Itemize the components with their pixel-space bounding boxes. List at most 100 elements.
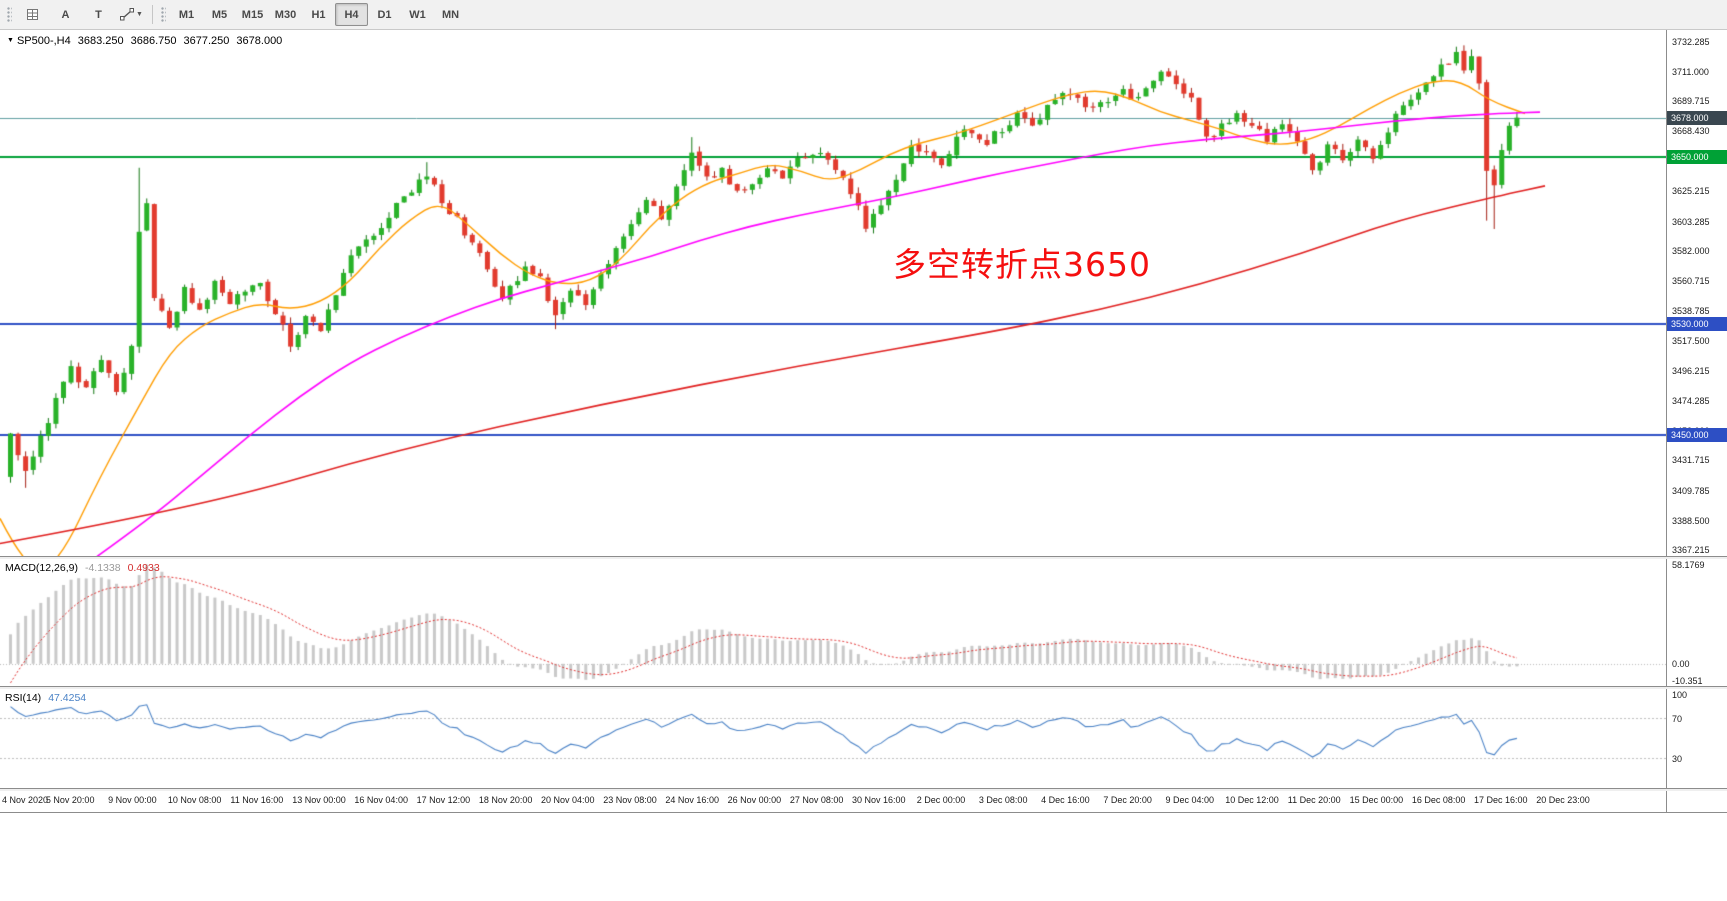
timeframe-button-m15[interactable]: M15 xyxy=(241,8,264,21)
macd-axis-label: 58.1769 xyxy=(1672,559,1705,570)
price-axis-label: 3517.500 xyxy=(1672,336,1710,346)
timeframe-button-w1[interactable]: W1 xyxy=(409,8,426,21)
rsi-panel-canvas[interactable] xyxy=(0,688,1666,788)
macd-name: MACD(12,26,9) xyxy=(5,562,78,574)
price-axis-label: 3668.430 xyxy=(1672,125,1710,136)
price-tag: 3650.000 xyxy=(1667,149,1727,164)
time-axis-label: 5 Nov 20:00 xyxy=(45,795,95,805)
price-tag: 3678.000 xyxy=(1667,110,1727,125)
time-axis-label: 17 Nov 12:00 xyxy=(416,795,471,805)
time-axis-label: 20 Dec 23:00 xyxy=(1536,795,1590,805)
time-axis-label: 7 Dec 20:00 xyxy=(1103,795,1152,805)
toolbar: A T ▼ M1 M5 M15 M30 H1 H4 D1 W1 MN xyxy=(0,0,1727,30)
time-axis-label: 30 Nov 16:00 xyxy=(852,795,906,805)
timeframe-button-h4[interactable]: H4 xyxy=(335,3,368,26)
price-axis-label: 3538.785 xyxy=(1672,306,1710,317)
toolbar-grip[interactable] xyxy=(161,6,166,23)
time-axis-label: 26 Nov 00:00 xyxy=(727,795,782,805)
main-chart-canvas[interactable] xyxy=(0,30,1666,556)
text-tool-label: T xyxy=(95,8,102,21)
time-axis-label: 27 Nov 08:00 xyxy=(789,795,844,805)
time-axis-label: 16 Dec 08:00 xyxy=(1411,795,1466,805)
time-axis-label: 17 Dec 16:00 xyxy=(1474,795,1528,805)
rsi-name: RSI(14) xyxy=(5,692,42,704)
time-axis-label: 9 Nov 00:00 xyxy=(108,795,157,805)
price-axis-label: 3711.000 xyxy=(1672,66,1709,77)
timeframe-button-m30[interactable]: M30 xyxy=(274,8,297,21)
macd-axis-label: 0.00 xyxy=(1672,658,1690,669)
price-axis-label: 3409.785 xyxy=(1672,485,1710,496)
rsi-label: RSI(14) 47.4254 xyxy=(5,692,86,704)
price-axis-label: 3431.715 xyxy=(1672,455,1710,466)
time-axis-label: 18 Nov 20:00 xyxy=(478,795,533,805)
trendline-icon xyxy=(120,8,135,21)
macd-panel-canvas[interactable] xyxy=(0,558,1666,686)
toolbar-separator xyxy=(152,5,153,24)
price-axis-label: 3496.215 xyxy=(1672,365,1710,376)
chart-bottom-border xyxy=(0,812,1727,813)
price-axis-label: 3689.715 xyxy=(1672,96,1710,107)
price-tag: 3530.000 xyxy=(1667,316,1727,331)
price-axis-label: 3367.215 xyxy=(1672,545,1710,556)
ohlc-low: 3677.250 xyxy=(183,35,230,47)
triangle-icon: ▼ xyxy=(7,37,14,44)
macd-label: MACD(12,26,9) -4.1338 0.4933 xyxy=(5,562,160,574)
price-axis-label: 3603.285 xyxy=(1672,216,1710,227)
time-axis-label: 9 Dec 04:00 xyxy=(1165,795,1215,805)
timeframe-group: M1 M5 M15 M30 H1 H4 D1 W1 MN xyxy=(170,3,467,26)
grid-icon xyxy=(27,9,38,20)
time-axis-label: 13 Nov 00:00 xyxy=(292,795,346,805)
time-axis-label: 23 Nov 08:00 xyxy=(603,795,657,805)
price-tag: 3450.000 xyxy=(1667,427,1727,442)
arrow-tool-label: A xyxy=(61,8,70,21)
time-axis-label: 10 Dec 12:00 xyxy=(1225,795,1279,805)
price-axis-label: 3560.715 xyxy=(1672,275,1710,286)
price-axis[interactable]: 3732.2853711.0003689.7153668.4303647.145… xyxy=(1666,30,1727,812)
price-axis-label: 3582.000 xyxy=(1672,246,1710,257)
chevron-down-icon: ▼ xyxy=(136,11,143,18)
time-axis-label: 11 Nov 16:00 xyxy=(230,795,284,805)
time-axis-label: 15 Dec 00:00 xyxy=(1349,795,1404,805)
toolbar-grip[interactable] xyxy=(7,6,12,23)
price-axis-label: 3732.285 xyxy=(1672,37,1710,48)
chart-symbol: SP500-,H4 xyxy=(16,35,71,47)
macd-axis-label: -10.351 xyxy=(1672,676,1703,687)
panel-divider[interactable] xyxy=(0,686,1727,689)
text-tool-button[interactable]: T xyxy=(82,3,115,26)
time-axis-label: 10 Nov 08:00 xyxy=(167,795,222,805)
time-axis-label: 2 Dec 00:00 xyxy=(916,795,966,805)
line-studies-button[interactable]: ▼ xyxy=(115,3,148,26)
time-axis-label: 20 Nov 04:00 xyxy=(541,795,595,805)
price-axis-label: 3625.215 xyxy=(1672,186,1710,197)
time-axis-label: 11 Dec 20:00 xyxy=(1287,795,1341,805)
time-axis-label: 4 Dec 16:00 xyxy=(1041,795,1090,805)
panel-divider[interactable] xyxy=(0,556,1727,559)
rsi-axis-label: 70 xyxy=(1672,714,1683,724)
pivot-annotation-text: 多空转折点3650 xyxy=(893,245,1151,284)
price-axis-label: 3474.285 xyxy=(1672,396,1710,407)
timeframe-button-h1[interactable]: H1 xyxy=(311,8,326,21)
ohlc-high: 3686.750 xyxy=(130,35,177,47)
timeframe-button-mn[interactable]: MN xyxy=(441,8,460,21)
rsi-axis-label: 100 xyxy=(1672,690,1688,700)
timeframe-button-m5[interactable]: M5 xyxy=(211,8,228,21)
time-axis-label: 4 Nov 2020 xyxy=(2,795,49,805)
chart-title: ▼ SP500-,H4 3683.250 3686.750 3677.250 3678.0… xyxy=(7,35,282,47)
ohlc-open: 3683.250 xyxy=(77,35,124,47)
rsi-value: 47.4254 xyxy=(48,692,87,704)
macd-value: -4.1338 xyxy=(84,562,121,574)
ohlc-close: 3678.000 xyxy=(236,35,283,47)
timeframe-button-m1[interactable]: M1 xyxy=(178,8,195,21)
time-axis-label: 16 Nov 04:00 xyxy=(354,795,408,805)
rsi-axis-label: 30 xyxy=(1672,754,1683,764)
time-axis-label: 24 Nov 16:00 xyxy=(665,795,719,805)
time-axis[interactable]: 4 Nov 2020 5 Nov 20:00 9 Nov 00:00 10 Nov 0… xyxy=(0,790,1666,812)
timeframe-button-d1[interactable]: D1 xyxy=(377,8,392,21)
macd-signal-value: 0.4933 xyxy=(127,562,160,574)
arrow-tool-button[interactable]: A xyxy=(49,3,82,26)
time-axis-label: 3 Dec 08:00 xyxy=(978,795,1028,805)
price-axis-label: 3388.500 xyxy=(1672,515,1710,526)
panel-divider[interactable] xyxy=(0,788,1727,791)
chart-grid-button[interactable] xyxy=(16,3,49,26)
